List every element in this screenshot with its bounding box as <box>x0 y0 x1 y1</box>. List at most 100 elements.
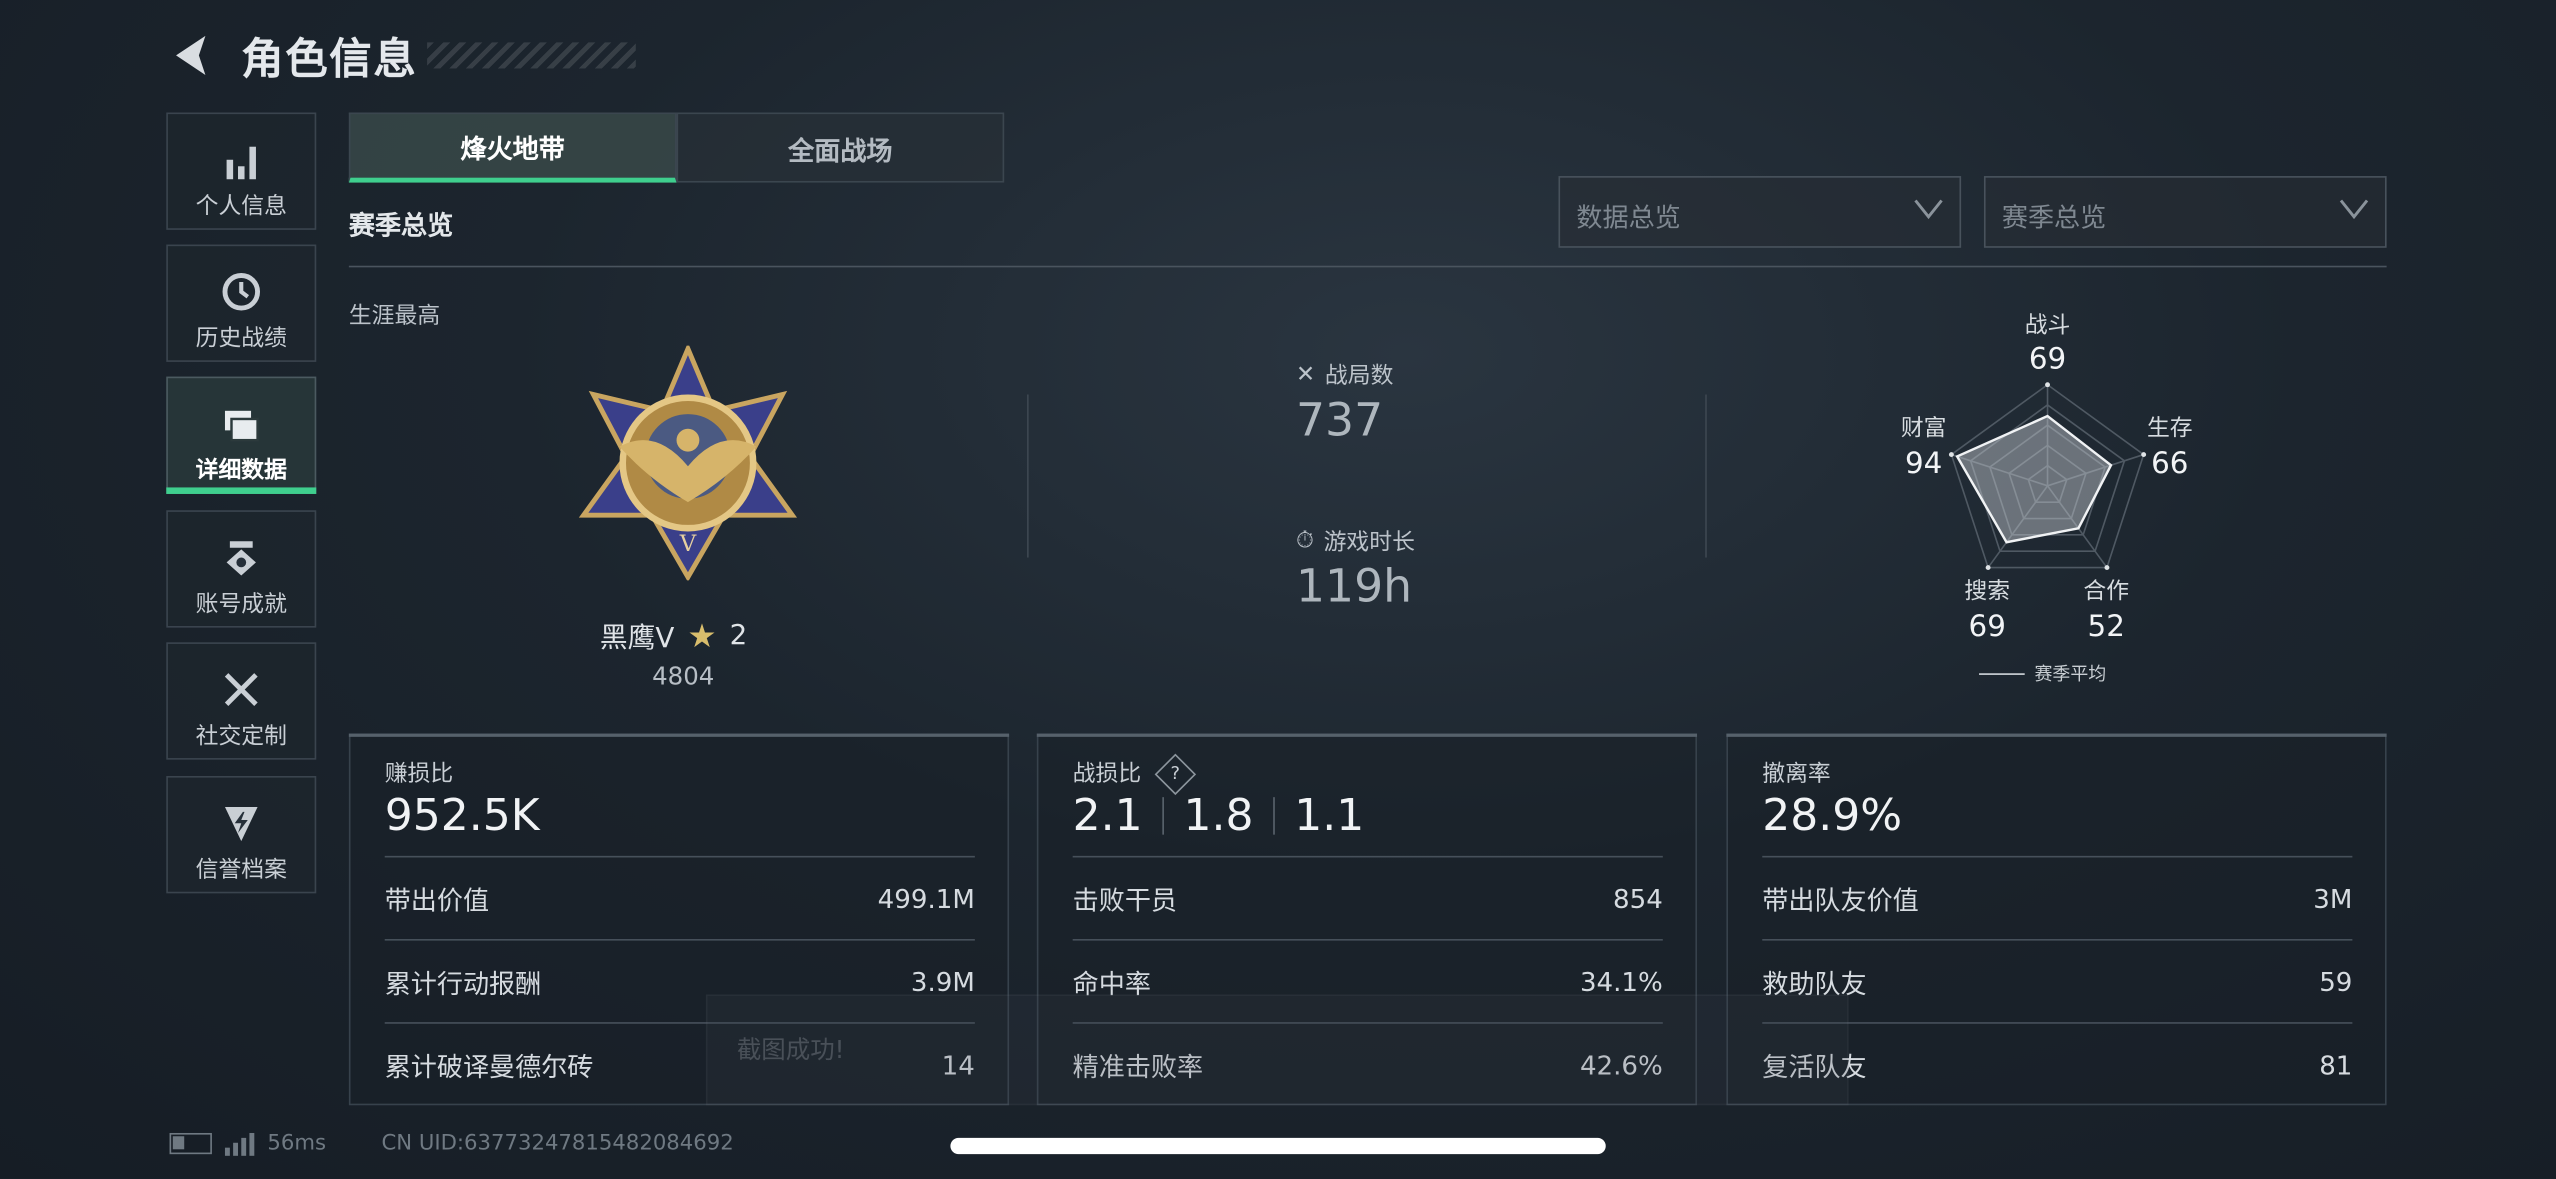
rank-score: 4804 <box>652 661 715 692</box>
tab-full-battlefield[interactable]: 全面战场 <box>676 112 1005 183</box>
home-indicator[interactable] <box>950 1137 1606 1155</box>
radar-vertex-4 <box>1948 452 1954 458</box>
radar-grid-ring <box>2027 464 2068 503</box>
radar-legend: 赛季平均 <box>1979 660 2106 686</box>
card-value: 2.1 1.8 1.1 <box>1072 790 1365 842</box>
status-bar: 56ms CN UID:637732478154820846​92 <box>169 1131 734 1156</box>
stat-row: 累计行动报酬 3.9M <box>384 938 975 1022</box>
radar-vertex-1 <box>2141 452 2147 458</box>
career-best-label: 生涯最高 <box>348 303 441 330</box>
radar-value-wealth: 94 <box>1904 446 1943 481</box>
stopwatch-icon: ⏱ <box>1296 528 1314 555</box>
kd-card: 战损比 ? 2.1 1.8 1.1 击败干员 854 命中率 34.1% 精准击败率 42… <box>1036 733 1698 1106</box>
radar-data-polygon <box>1955 414 2113 544</box>
playtime-label: 游戏时长 <box>1323 529 1415 556</box>
radar-value-teamwork: 52 <box>2087 609 2125 644</box>
sidebar-item-credit[interactable]: 信誉档案 <box>166 775 317 894</box>
matches-label: 战局数 <box>1324 363 1394 390</box>
folders-icon <box>168 378 315 443</box>
divider <box>1027 394 1029 558</box>
radar-label-survival: 生存 <box>2146 415 2193 442</box>
stat-row: 带出队友价值 3M <box>1762 855 2353 939</box>
radar-axis <box>2047 453 2144 487</box>
radar-grid-ring <box>1950 383 2145 569</box>
select-value: 数据总览 <box>1576 202 1681 234</box>
sidebar-item-profile[interactable]: 个人信息 <box>166 112 317 230</box>
radar-vertex-2 <box>2104 565 2110 571</box>
radar-label-teamwork: 合作 <box>2083 578 2130 605</box>
back-chevron-icon[interactable] <box>170 33 212 79</box>
stat-row: 累计破译曼德尔砖 14 <box>384 1022 975 1105</box>
divider <box>348 265 2387 268</box>
playtime-label-row: ⏱ 游戏时长 <box>1296 525 1415 558</box>
radar-vertex-0 <box>2045 382 2050 388</box>
battery-icon <box>169 1132 212 1155</box>
season-select[interactable]: 赛季总览 <box>1983 176 2387 248</box>
shield-bolt-icon <box>168 778 315 843</box>
stat-row: 命中率 34.1% <box>1072 938 1663 1022</box>
radar-axis <box>1951 453 2048 487</box>
svg-text:V: V <box>679 531 697 557</box>
card-title: 撤离率 <box>1762 761 1831 788</box>
data-type-select[interactable]: 数据总览 <box>1558 176 1962 248</box>
signal-icon <box>224 1132 255 1155</box>
card-value: 952.5K <box>384 790 540 842</box>
rank-name-row: 黑鹰V ★ 2 <box>599 615 748 656</box>
chevron-down-icon <box>1914 199 1943 220</box>
ping: 56ms <box>267 1131 327 1156</box>
radar-label-combat: 战斗 <box>2024 312 2071 340</box>
stat-row: 带出价值 499.1M <box>384 855 975 939</box>
matches-label-row: ✕ 战局数 <box>1296 359 1393 392</box>
tools-icon <box>168 644 315 709</box>
stat-row: 击败干员 854 <box>1072 855 1663 939</box>
matches-value: 737 <box>1296 392 1384 447</box>
page-title: 角色信息 <box>241 35 418 85</box>
sidebar-item-label: 个人信息 <box>195 193 287 221</box>
sidebar-item-label: 详细数据 <box>195 458 287 485</box>
star-icon: ★ <box>687 615 717 655</box>
radar-value-combat: 69 <box>2028 342 2067 377</box>
chevron-down-icon <box>2339 199 2369 220</box>
history-clock-icon <box>168 246 315 311</box>
uid: CN UID:637732478154820846​92 <box>381 1131 734 1156</box>
screenshot-toast: 截图成功! <box>705 994 1849 1106</box>
radar-chart <box>1948 382 2147 571</box>
sidebar-item-label: 历史战绩 <box>195 326 287 353</box>
sidebar-item-label: 信誉档案 <box>195 857 287 884</box>
sidebar-item-label: 社交定制 <box>195 723 287 750</box>
radar-value-survival: 66 <box>2151 446 2189 481</box>
medal-icon <box>168 512 315 577</box>
sidebar-item-achievements[interactable]: 账号成就 <box>166 510 317 628</box>
legend-line <box>1979 672 2025 675</box>
bar-chart-icon <box>168 114 315 180</box>
rank-stars: 2 <box>729 618 748 652</box>
card-title: 战损比 ? <box>1073 753 1197 796</box>
profit-card: 赚损比 952.5K 带出价值 499.1M 累计行动报酬 3.9M 累计破译曼德尔… <box>348 733 1010 1106</box>
radar-value-search: 69 <box>1968 609 2006 644</box>
stat-row: 复活队友 81 <box>1762 1022 2353 1105</box>
rank-name: 黑鹰V <box>599 622 675 656</box>
help-icon[interactable]: ? <box>1155 753 1197 796</box>
extract-card: 撤离率 28.9% 带出队友价值 3M 救助队友 59 复活队友 81 <box>1726 733 2387 1106</box>
divider <box>1705 394 1707 558</box>
title-decoration <box>427 42 636 69</box>
sidebar-item-details[interactable]: 详细数据 <box>166 376 317 494</box>
playtime-value: 119h <box>1296 559 1413 613</box>
sidebar-item-history[interactable]: 历史战绩 <box>166 244 317 362</box>
radar-label-wealth: 财富 <box>1900 415 1947 442</box>
tab-warzone[interactable]: 烽火地带 <box>348 112 677 183</box>
card-value: 28.9% <box>1762 790 1903 842</box>
stat-row: 救助队友 59 <box>1762 938 2353 1022</box>
radar-vertex-3 <box>1985 565 1991 571</box>
stat-row: 精准击败率 42.6% <box>1072 1022 1663 1105</box>
select-value: 赛季总览 <box>2001 202 2107 234</box>
rank-medal-icon: V <box>578 345 798 581</box>
sidebar-item-social[interactable]: 社交定制 <box>166 642 317 760</box>
radar-grid-ring <box>1969 403 2126 553</box>
card-title: 赚损比 <box>384 761 454 788</box>
sidebar-item-label: 账号成就 <box>195 591 287 618</box>
radar-axis <box>2046 485 2108 569</box>
section-title: 赛季总览 <box>348 210 454 242</box>
radar-label-search: 搜索 <box>1964 578 2011 605</box>
